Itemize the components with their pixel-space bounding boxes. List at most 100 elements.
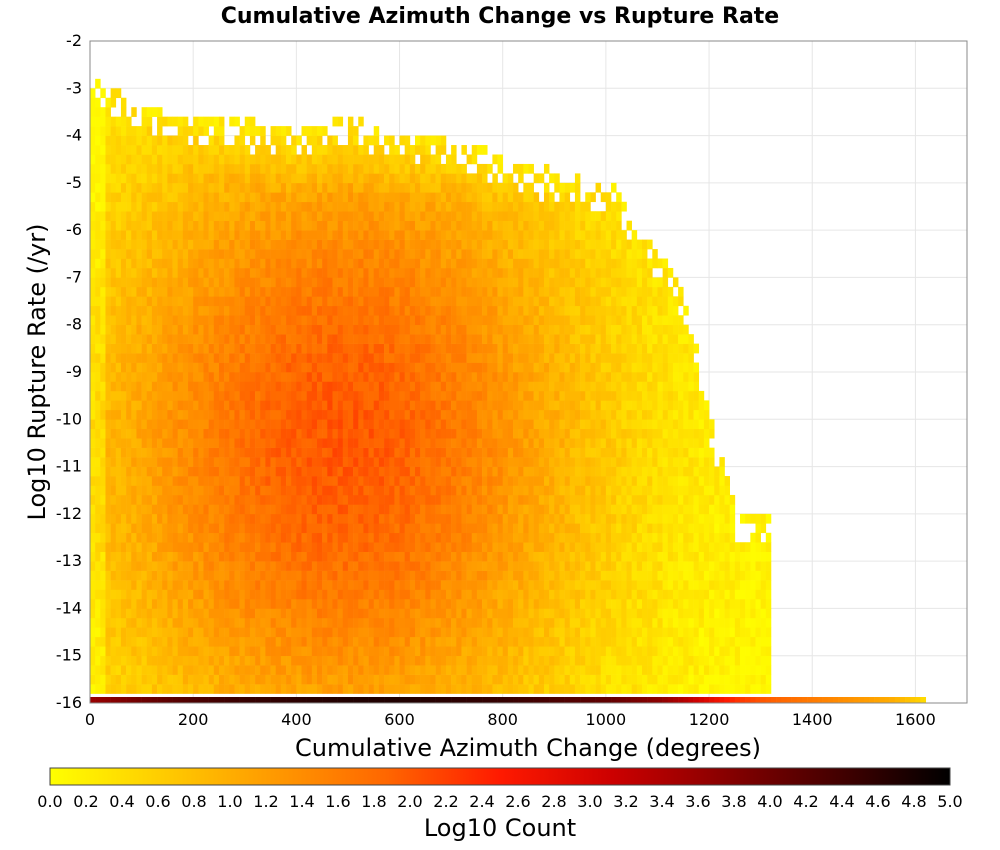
heatmap-cell	[415, 249, 421, 259]
heatmap-cell	[172, 476, 178, 486]
heatmap-cell	[451, 504, 457, 515]
heatmap-cell	[435, 447, 442, 458]
heatmap-cell	[224, 684, 230, 694]
heatmap-cell	[229, 466, 235, 477]
heatmap-cell	[311, 551, 318, 562]
heatmap-cell	[146, 608, 153, 619]
heatmap-cell	[120, 513, 127, 524]
heatmap-cell	[378, 305, 385, 316]
heatmap-cell	[208, 305, 215, 316]
heatmap-cell	[322, 230, 328, 240]
heatmap-cell	[172, 305, 178, 316]
heatmap-cell	[188, 684, 194, 694]
heatmap-cell	[105, 97, 111, 108]
heatmap-cell	[244, 353, 251, 363]
heatmap-cell	[177, 494, 184, 505]
heatmap-cell	[115, 192, 122, 203]
heatmap-cell	[384, 532, 390, 543]
heatmap-cell	[347, 494, 354, 505]
heatmap-cell	[507, 400, 514, 411]
heatmap-cell	[280, 220, 287, 231]
heatmap-cell	[218, 580, 225, 590]
heatmap-cell	[188, 494, 194, 505]
heatmap-cell	[255, 476, 261, 486]
heatmap-cell	[203, 570, 209, 581]
heatmap-cell	[146, 116, 153, 127]
heatmap-cell	[337, 428, 344, 439]
heatmap-cell	[167, 542, 173, 552]
heatmap-cell	[492, 182, 498, 193]
heatmap-cell	[466, 419, 473, 430]
heatmap-cell	[177, 523, 184, 534]
heatmap-cell	[213, 353, 220, 363]
heatmap-cell	[399, 542, 405, 552]
heatmap-cell	[378, 494, 385, 505]
heatmap-cell	[353, 145, 359, 155]
heatmap-cell	[373, 570, 380, 581]
heatmap-cell	[110, 532, 117, 543]
heatmap-cell	[255, 684, 261, 694]
heatmap-cell	[126, 485, 132, 496]
heatmap-cell	[342, 513, 349, 524]
heatmap-cell	[358, 542, 364, 552]
heatmap-cell	[430, 457, 436, 467]
heatmap-cell	[157, 173, 163, 184]
heatmap-cell	[425, 428, 431, 439]
heatmap-cell	[358, 589, 364, 600]
heatmap-cell	[239, 457, 246, 467]
heatmap-cell	[327, 390, 333, 401]
heatmap-cell	[399, 438, 405, 448]
heatmap-cell	[157, 523, 163, 534]
heatmap-cell	[126, 353, 132, 363]
heatmap-cell	[172, 636, 178, 647]
heatmap-cell	[270, 362, 277, 373]
heatmap-cell	[213, 419, 220, 430]
heatmap-cell	[404, 173, 411, 184]
heatmap-cell	[115, 646, 122, 657]
heatmap-cell	[316, 665, 323, 675]
heatmap-cell	[244, 220, 251, 231]
heatmap-cell	[311, 372, 318, 382]
heatmap-cell	[337, 485, 344, 496]
heatmap-cell	[425, 230, 431, 240]
heatmap-cell	[120, 665, 127, 675]
heatmap-cell	[296, 684, 302, 694]
heatmap-cell	[373, 646, 380, 657]
heatmap-cell	[363, 646, 369, 657]
heatmap-cell	[95, 447, 101, 458]
heatmap-cell	[342, 220, 349, 231]
heatmap-cell	[451, 627, 457, 638]
heatmap-cell	[502, 220, 509, 231]
heatmap-cell	[275, 684, 282, 694]
heatmap-cell	[482, 532, 488, 543]
heatmap-cell	[224, 353, 230, 363]
heatmap-cell	[105, 107, 111, 117]
heatmap-cell	[100, 466, 106, 477]
heatmap-cell	[353, 390, 359, 401]
heatmap-cell	[461, 305, 467, 316]
heatmap-cell	[456, 532, 462, 543]
heatmap-cell	[162, 267, 168, 278]
heatmap-cell	[95, 97, 101, 108]
heatmap-cell	[280, 598, 287, 609]
heatmap-cell	[115, 684, 122, 694]
heatmap-cell	[141, 542, 148, 552]
heatmap-cell	[151, 107, 158, 117]
heatmap-cell	[347, 580, 354, 590]
heatmap-cell	[265, 457, 271, 467]
heatmap-cell	[167, 324, 173, 335]
heatmap-cell	[399, 277, 405, 288]
heatmap-cell	[487, 684, 493, 694]
heatmap-cell	[157, 182, 163, 193]
heatmap-cell	[146, 154, 153, 165]
heatmap-cell	[146, 305, 153, 316]
heatmap-cell	[120, 230, 127, 240]
heatmap-cell	[90, 390, 96, 401]
heatmap-cell	[229, 438, 235, 448]
heatmap-cell	[151, 419, 158, 430]
heatmap-cell	[291, 655, 297, 666]
heatmap-cell	[384, 163, 390, 174]
heatmap-cell	[218, 163, 225, 174]
heatmap-cell	[353, 419, 359, 430]
heatmap-cell	[471, 580, 478, 590]
